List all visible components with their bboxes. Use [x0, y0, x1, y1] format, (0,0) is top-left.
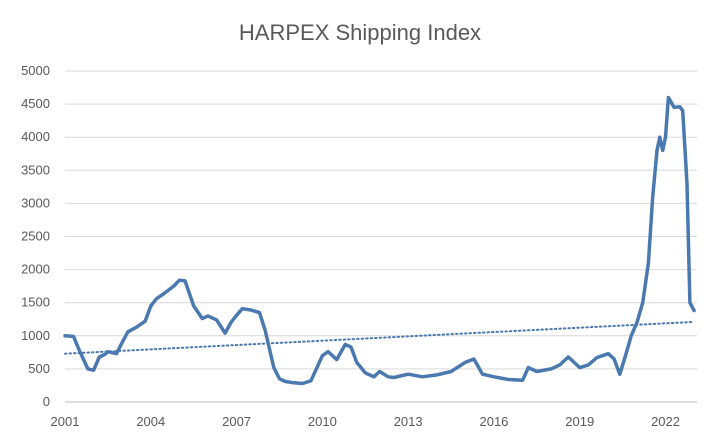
trendline	[64, 320, 696, 355]
x-tick-label: 2013	[394, 414, 423, 429]
x-tick-label: 2022	[651, 414, 680, 429]
y-tick-label: 0	[43, 394, 50, 409]
x-tick-label: 2019	[565, 414, 594, 429]
x-tick-label: 2001	[51, 414, 80, 429]
chart-title: HARPEX Shipping Index	[239, 20, 481, 45]
y-tick-label: 4500	[21, 96, 50, 111]
y-tick-label: 2000	[21, 262, 50, 277]
y-tick-label: 3000	[21, 195, 50, 210]
series-layer	[63, 95, 696, 386]
y-tick-label: 5000	[21, 63, 50, 78]
y-tick-label: 1500	[21, 295, 50, 310]
grid-layer	[65, 70, 697, 370]
y-tick-label: 3500	[21, 162, 50, 177]
y-tick-label: 2500	[21, 229, 50, 244]
y-tick-label: 500	[28, 361, 50, 376]
x-tick-label: 2016	[479, 414, 508, 429]
y-tick-label: 4000	[21, 129, 50, 144]
x-tick-label: 2004	[136, 414, 165, 429]
y-tick-label: 1000	[21, 328, 50, 343]
axis-layer: 0 500 1000 1500 2000 2500 3000 3500 4000 4500 5000…	[21, 63, 697, 429]
x-tick-label: 2007	[222, 414, 251, 429]
x-tick-label: 2010	[308, 414, 337, 429]
index-line	[63, 95, 696, 386]
